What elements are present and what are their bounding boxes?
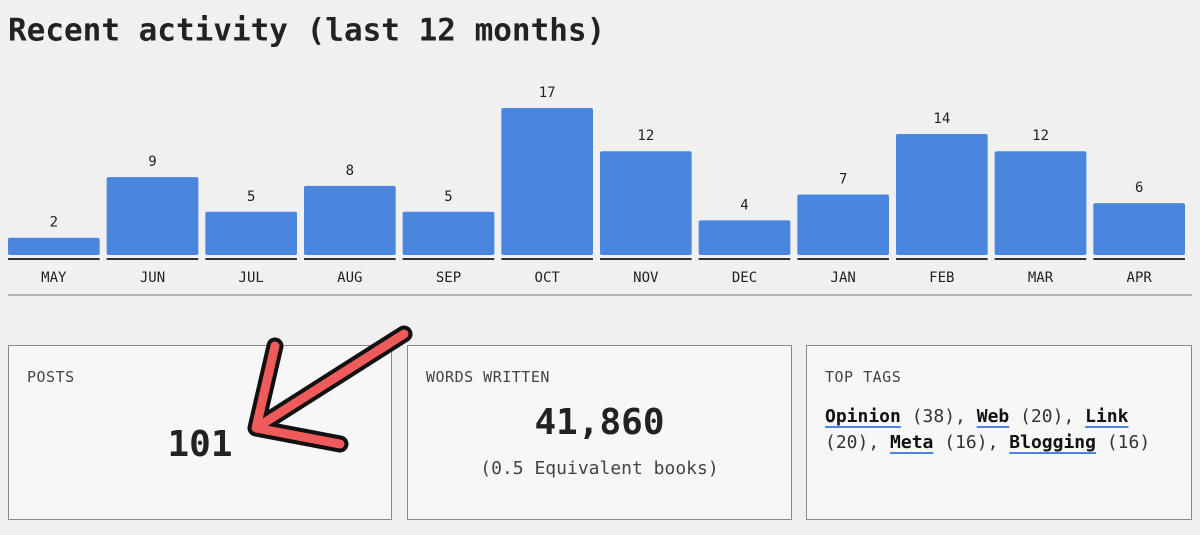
data-label: 4 <box>740 197 748 213</box>
x-tick-label: OCT <box>535 270 561 286</box>
data-label: 14 <box>933 111 950 127</box>
words-value: 41,860 <box>534 402 665 443</box>
posts-value: 101 <box>167 424 233 465</box>
tag-count: (20), <box>825 432 880 453</box>
x-tick-label: JAN <box>831 270 856 286</box>
bar <box>501 108 593 255</box>
tag-list: Opinion (38), Web (20), Link (20), Meta … <box>825 404 1173 456</box>
tags-card: TOP TAGS Opinion (38), Web (20), Link (2… <box>806 345 1192 520</box>
posts-card: POSTS 101 <box>8 345 392 520</box>
bar <box>1093 203 1185 255</box>
data-label: 9 <box>148 154 156 170</box>
words-card: WORDS WRITTEN 41,860 (0.5 Equivalent boo… <box>407 345 792 520</box>
bar <box>304 185 396 255</box>
bar <box>698 220 791 255</box>
bar <box>896 133 988 255</box>
x-tick-label: MAY <box>41 270 67 286</box>
x-tick-label: SEP <box>436 270 461 286</box>
bar <box>994 151 1087 255</box>
x-tick-label: APR <box>1127 270 1153 286</box>
tag-count: (16) <box>1106 432 1151 453</box>
words-note: (0.5 Equivalent books) <box>480 458 719 479</box>
bar <box>106 177 199 255</box>
bar <box>205 211 297 255</box>
card-label: TOP TAGS <box>825 368 902 386</box>
x-tick-label: NOV <box>633 270 659 286</box>
data-label: 8 <box>346 163 354 179</box>
bar <box>402 211 495 255</box>
tag-count: (38), <box>911 406 966 427</box>
chart: Recent activity (last 12 months) 2 MAY 9 JU… <box>8 13 1192 296</box>
tag-count: (16), <box>944 432 999 453</box>
data-label: 5 <box>247 189 255 205</box>
chart-title: Recent activity (last 12 months) <box>8 13 605 49</box>
tag-link[interactable]: Opinion <box>825 406 901 427</box>
data-label: 12 <box>637 128 654 144</box>
bar <box>8 237 100 255</box>
x-tick-label: JUL <box>239 270 264 286</box>
x-tick-label: JUN <box>140 270 165 286</box>
x-tick-label: DEC <box>732 270 757 286</box>
bar <box>600 151 692 255</box>
x-tick-label: MAR <box>1028 270 1054 286</box>
data-label: 6 <box>1135 180 1143 196</box>
tag-link[interactable]: Meta <box>890 432 934 453</box>
x-tick-label: AUG <box>337 270 362 286</box>
tag-link[interactable]: Link <box>1085 406 1129 427</box>
data-label: 5 <box>444 189 452 205</box>
data-label: 7 <box>839 171 847 187</box>
bar <box>797 194 889 255</box>
x-tick-label: FEB <box>929 270 954 286</box>
data-label: 12 <box>1032 128 1049 144</box>
tag-link[interactable]: Web <box>976 406 1010 427</box>
data-label: 17 <box>539 85 556 101</box>
data-label: 2 <box>50 215 58 231</box>
card-label: WORDS WRITTEN <box>426 368 550 386</box>
tag-link[interactable]: Blogging <box>1009 432 1096 453</box>
card-label: POSTS <box>27 368 75 386</box>
tag-count: (20), <box>1020 406 1075 427</box>
